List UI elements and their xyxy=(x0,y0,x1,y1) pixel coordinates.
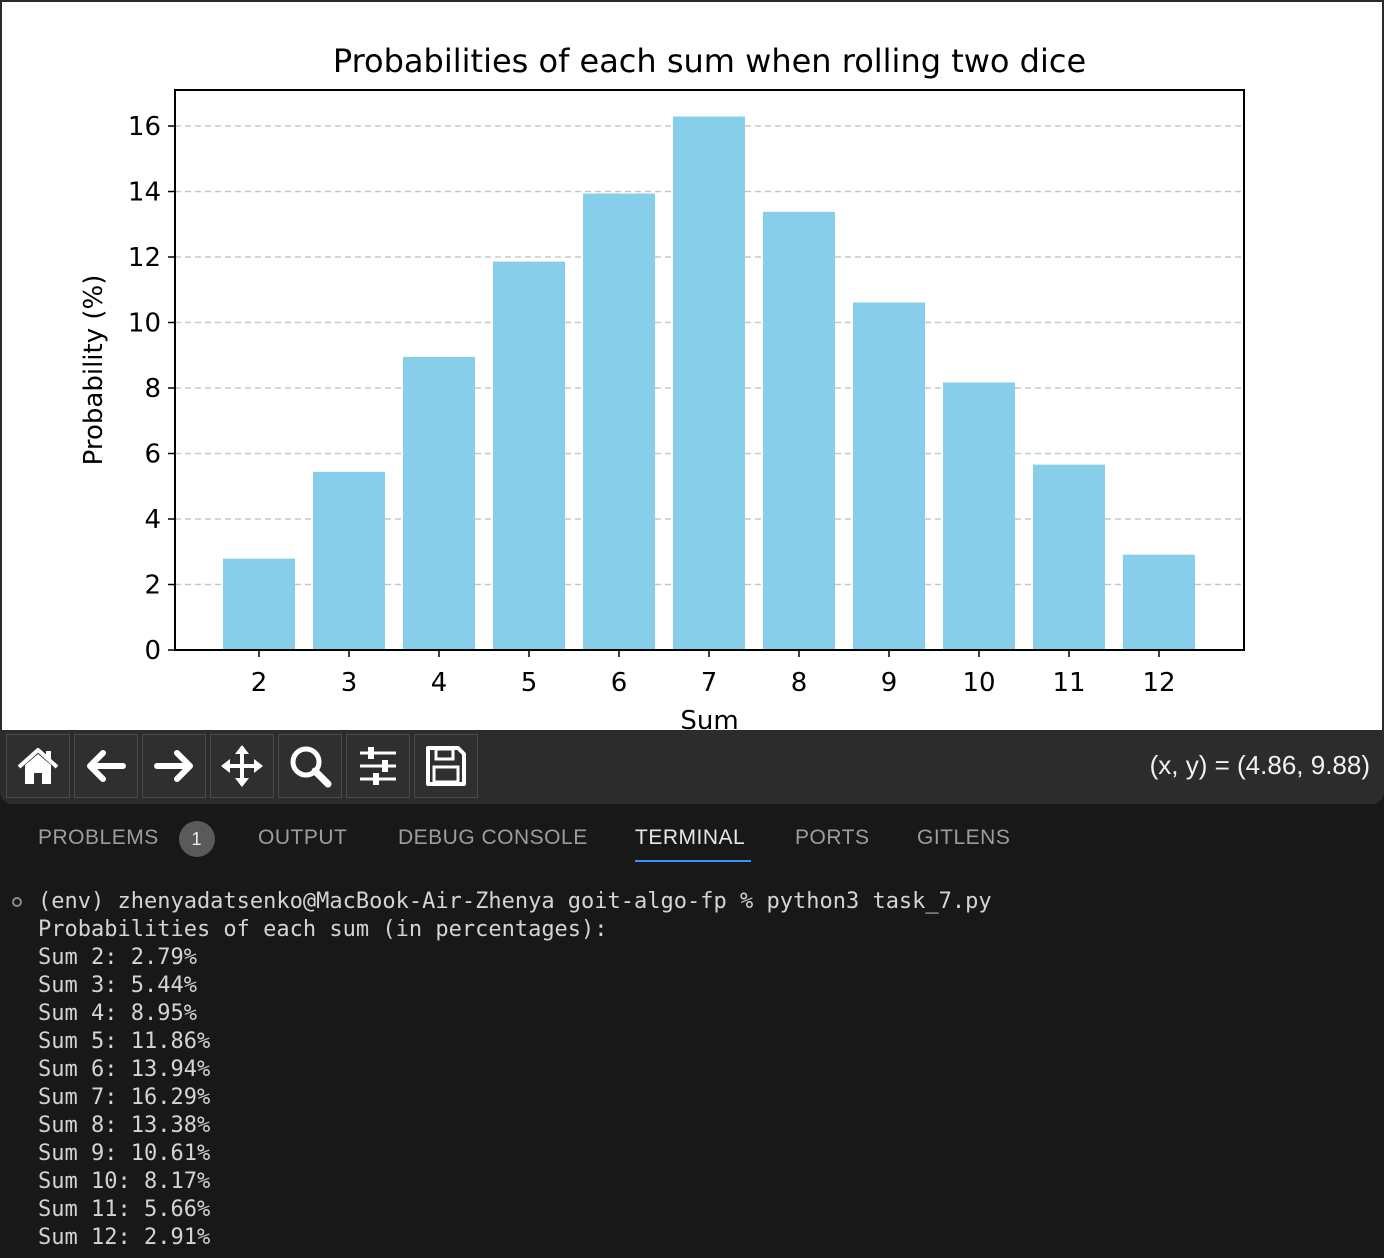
bar xyxy=(763,211,835,650)
bar-chart: 0 2 4 6 8 10 12 14 16 2 3 4 5 6 7 8 9 10 11 12 Probabilities… xyxy=(79,42,1245,730)
arrow-right-icon xyxy=(154,750,193,782)
zoom-button[interactable] xyxy=(278,734,342,798)
panel-tab-bar: PROBLEMS 1 OUTPUT DEBUG CONSOLE TERMINAL… xyxy=(0,806,1384,870)
tab-problems[interactable]: PROBLEMS 1 xyxy=(38,821,215,870)
bar xyxy=(403,356,475,650)
tab-label: GITLENS xyxy=(917,826,1011,849)
y-tick-label: 6 xyxy=(144,440,161,470)
matplotlib-figure-window: 0 2 4 6 8 10 12 14 16 2 3 4 5 6 7 8 9 10 11 12 Probabilities… xyxy=(0,0,1384,804)
terminal-line: Sum 11: 5.66% xyxy=(38,1197,211,1222)
y-tick-label: 0 xyxy=(144,636,161,666)
y-tick-label: 14 xyxy=(128,178,161,208)
terminal-line: Sum 6: 13.94% xyxy=(38,1057,211,1082)
save-button[interactable] xyxy=(414,734,478,798)
tab-label: TERMINAL xyxy=(635,826,746,849)
tab-output[interactable]: OUTPUT xyxy=(258,826,347,870)
tab-label: DEBUG CONSOLE xyxy=(398,826,588,849)
x-tick-label: 11 xyxy=(1052,668,1085,698)
bar xyxy=(943,382,1015,650)
terminal-line: Sum 5: 11.86% xyxy=(38,1029,211,1054)
y-tick-label: 8 xyxy=(144,374,161,404)
x-tick-label: 12 xyxy=(1142,668,1175,698)
terminal-line: Sum 10: 8.17% xyxy=(38,1169,211,1194)
x-tick-label: 5 xyxy=(521,668,538,698)
tab-label: PROBLEMS xyxy=(38,826,159,849)
terminal-output[interactable]: (env) zhenyadatsenko@MacBook-Air-Zhenya … xyxy=(0,888,1384,1258)
move-icon xyxy=(221,745,263,787)
forward-button[interactable] xyxy=(142,734,206,798)
configure-subplots-button[interactable] xyxy=(346,734,410,798)
command-status-icon xyxy=(12,897,22,907)
arrow-left-icon xyxy=(87,750,126,782)
x-tick-label: 3 xyxy=(341,668,358,698)
active-tab-indicator xyxy=(635,860,751,862)
tab-label: PORTS xyxy=(795,826,870,849)
problems-count-badge: 1 xyxy=(178,821,215,857)
save-icon xyxy=(426,746,466,786)
bottom-panel: PROBLEMS 1 OUTPUT DEBUG CONSOLE TERMINAL… xyxy=(0,806,1384,1258)
x-tick-label: 4 xyxy=(431,668,448,698)
y-tick-label: 10 xyxy=(128,309,161,339)
tab-debug-console[interactable]: DEBUG CONSOLE xyxy=(398,826,588,870)
bar xyxy=(583,193,655,650)
home-button[interactable] xyxy=(6,734,70,798)
x-axis-label: Sum xyxy=(680,706,738,730)
x-tick-label: 2 xyxy=(251,668,268,698)
y-tick-label: 12 xyxy=(128,243,161,273)
terminal-command-line: (env) zhenyadatsenko@MacBook-Air-Zhenya … xyxy=(38,889,992,914)
pan-button[interactable] xyxy=(210,734,274,798)
y-tick-label: 16 xyxy=(128,112,161,142)
x-tick-label: 6 xyxy=(611,668,628,698)
tab-terminal[interactable]: TERMINAL xyxy=(635,826,751,870)
bar xyxy=(313,471,385,650)
terminal-line: Probabilities of each sum (in percentage… xyxy=(38,917,608,942)
x-tick-label: 9 xyxy=(881,668,898,698)
bar xyxy=(1033,464,1105,650)
bar xyxy=(1123,554,1195,650)
x-tick-label: 8 xyxy=(791,668,808,698)
terminal-line: Sum 9: 10.61% xyxy=(38,1141,211,1166)
bar xyxy=(673,116,745,651)
sliders-icon xyxy=(360,747,396,785)
navigation-toolbar: (x, y) = (4.86, 9.88) xyxy=(0,730,1384,804)
bar xyxy=(853,302,925,650)
y-tick-label: 4 xyxy=(144,505,161,535)
figure-canvas[interactable]: 0 2 4 6 8 10 12 14 16 2 3 4 5 6 7 8 9 10 11 12 Probabilities… xyxy=(2,2,1382,730)
bar xyxy=(493,261,565,650)
terminal-line: Sum 12: 2.91% xyxy=(38,1225,211,1250)
y-tick-label: 2 xyxy=(144,571,161,601)
x-tick-label: 7 xyxy=(701,668,718,698)
y-axis-label: Probability (%) xyxy=(79,275,109,466)
chart-title: Probabilities of each sum when rolling t… xyxy=(333,42,1086,80)
tab-gitlens[interactable]: GITLENS xyxy=(917,826,1010,870)
back-button[interactable] xyxy=(74,734,138,798)
terminal-line: Sum 2: 2.79% xyxy=(38,945,197,970)
terminal-line: Sum 4: 8.95% xyxy=(38,1001,197,1026)
home-icon xyxy=(17,748,59,784)
tab-ports[interactable]: PORTS xyxy=(795,826,869,870)
terminal-line: Sum 8: 13.38% xyxy=(38,1113,211,1138)
magnifier-icon xyxy=(290,746,332,788)
cursor-coordinates: (x, y) = (4.86, 9.88) xyxy=(1149,750,1370,780)
x-tick-label: 10 xyxy=(962,668,995,698)
bar xyxy=(223,558,295,650)
terminal-line: Sum 7: 16.29% xyxy=(38,1085,211,1110)
terminal-line: Sum 3: 5.44% xyxy=(38,973,197,998)
tab-label: OUTPUT xyxy=(258,826,348,849)
